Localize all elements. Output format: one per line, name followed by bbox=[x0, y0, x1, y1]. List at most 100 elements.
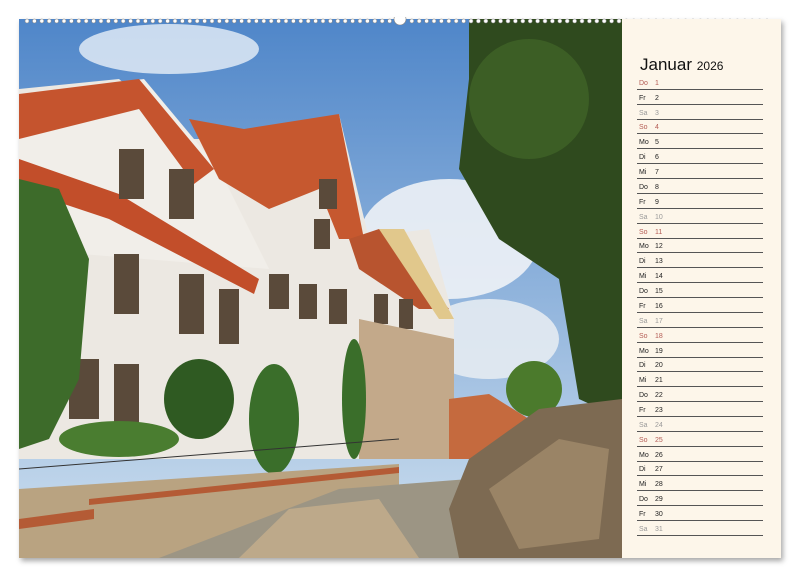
day-row: So 11 bbox=[637, 224, 763, 239]
day-number: 17 bbox=[655, 317, 663, 325]
day-number: 14 bbox=[655, 273, 663, 281]
weekday-label: So bbox=[639, 228, 648, 236]
weekday-label: Sa bbox=[639, 525, 648, 533]
day-number: 6 bbox=[655, 154, 659, 162]
binding-hole bbox=[32, 18, 37, 24]
day-row: Fr 30 bbox=[637, 506, 763, 522]
day-number: 23 bbox=[655, 406, 663, 414]
day-row: Mi 28 bbox=[637, 476, 763, 492]
binding-hole bbox=[98, 18, 104, 24]
day-number: 7 bbox=[655, 169, 659, 177]
binding-hole bbox=[461, 18, 466, 24]
weekday-label: Fr bbox=[639, 406, 646, 414]
day-number: 24 bbox=[655, 421, 663, 429]
day-row: Fr 2 bbox=[637, 90, 763, 105]
day-row: Mo 12 bbox=[637, 239, 763, 254]
binding-hole bbox=[157, 18, 163, 24]
binding-hole bbox=[424, 18, 429, 24]
binding-hole bbox=[335, 18, 341, 24]
binding-hole bbox=[254, 18, 259, 24]
binding-hole bbox=[483, 18, 489, 24]
binding-hole bbox=[46, 18, 52, 24]
binding-hole bbox=[342, 18, 348, 24]
day-row: Do 1 bbox=[637, 75, 763, 90]
binding-hole bbox=[498, 18, 503, 24]
day-row: Fr 23 bbox=[637, 402, 763, 417]
weekday-label: Do bbox=[639, 496, 648, 504]
day-row: Mo 19 bbox=[637, 343, 763, 358]
hanger-hole bbox=[393, 17, 407, 25]
day-row: Sa 3 bbox=[637, 105, 763, 120]
binding-hole bbox=[542, 18, 548, 24]
binding-hole bbox=[69, 18, 74, 24]
binding-hole bbox=[350, 18, 355, 24]
binding-hole bbox=[24, 18, 30, 24]
binding-hole bbox=[39, 18, 45, 24]
binding-hole bbox=[106, 18, 111, 24]
binding-hole bbox=[527, 18, 533, 24]
weekday-label: Mo bbox=[639, 347, 649, 355]
binding-hole bbox=[357, 18, 363, 24]
binding-hole bbox=[180, 18, 185, 24]
day-number: 1 bbox=[655, 79, 659, 87]
weekday-label: Do bbox=[639, 183, 648, 191]
weekday-label: Mi bbox=[639, 273, 647, 281]
day-row: So 25 bbox=[637, 432, 763, 447]
day-row: Mo 26 bbox=[637, 447, 763, 462]
weekday-label: Di bbox=[639, 258, 646, 266]
day-number: 31 bbox=[655, 525, 663, 533]
binding-hole bbox=[365, 18, 370, 24]
weekday-label: Mi bbox=[639, 481, 647, 489]
day-number: 2 bbox=[655, 94, 659, 102]
day-row: Di 27 bbox=[637, 462, 763, 477]
weekday-label: Sa bbox=[639, 421, 648, 429]
binding-hole bbox=[83, 18, 89, 24]
binding-hole bbox=[328, 18, 333, 24]
binding-hole bbox=[128, 18, 133, 24]
binding-hole bbox=[579, 18, 585, 24]
day-row: Sa 24 bbox=[637, 417, 763, 432]
binding-hole bbox=[513, 18, 518, 24]
day-row: So 4 bbox=[637, 120, 763, 135]
day-row: Fr 9 bbox=[637, 194, 763, 209]
day-number: 3 bbox=[655, 109, 659, 117]
weekday-label: Fr bbox=[639, 198, 646, 206]
binding-hole bbox=[224, 18, 230, 24]
day-number: 16 bbox=[655, 302, 663, 310]
weekday-label: Di bbox=[639, 154, 646, 162]
weekday-label: Mi bbox=[639, 377, 647, 385]
day-number: 12 bbox=[655, 243, 663, 251]
binding-hole bbox=[54, 18, 59, 24]
day-number: 30 bbox=[655, 511, 663, 519]
binding-hole bbox=[217, 18, 222, 24]
binding-hole bbox=[609, 18, 614, 24]
binding-hole bbox=[291, 18, 296, 24]
weekday-label: Sa bbox=[639, 109, 648, 117]
day-row: So 18 bbox=[637, 328, 763, 343]
binding-hole bbox=[305, 18, 311, 24]
binding-hole bbox=[372, 18, 378, 24]
day-number: 5 bbox=[655, 139, 659, 147]
day-number: 26 bbox=[655, 451, 663, 459]
weekday-label: Mi bbox=[639, 169, 647, 177]
day-number: 18 bbox=[655, 332, 663, 340]
weekday-label: Di bbox=[639, 362, 646, 370]
binding-hole bbox=[387, 18, 392, 24]
day-row: Di 13 bbox=[637, 253, 763, 269]
binding-hole bbox=[194, 18, 200, 24]
binding-hole bbox=[231, 18, 237, 24]
binding-hole bbox=[416, 18, 422, 24]
day-number: 19 bbox=[655, 347, 663, 355]
binding-hole bbox=[476, 18, 481, 24]
day-row: Do 15 bbox=[637, 283, 763, 299]
binding-hole bbox=[439, 18, 444, 24]
day-row: Do 8 bbox=[637, 179, 763, 194]
binding-hole bbox=[535, 18, 540, 24]
binding-hole bbox=[91, 18, 96, 24]
weekday-label: Di bbox=[639, 466, 646, 474]
day-number: 27 bbox=[655, 466, 663, 474]
binding-hole bbox=[150, 18, 156, 24]
weekday-label: Do bbox=[639, 79, 648, 87]
day-row: Mi 21 bbox=[637, 372, 763, 388]
binding-hole bbox=[453, 18, 459, 24]
